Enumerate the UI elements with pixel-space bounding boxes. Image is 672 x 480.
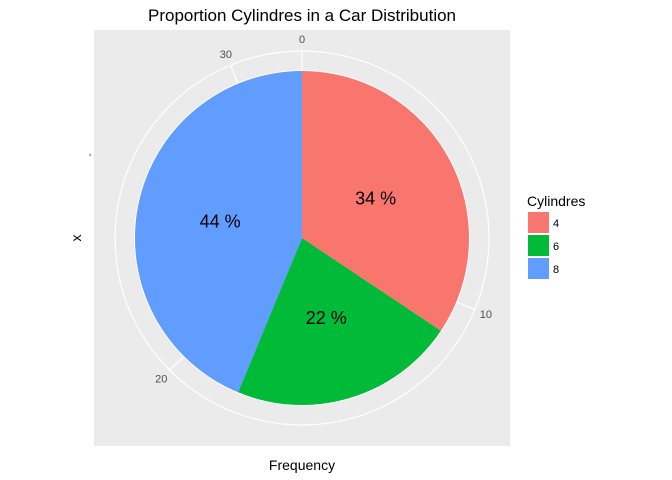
legend: Cylindres 4 6 8: [527, 193, 585, 279]
slice-labels: 34 % 22 % 44 %: [200, 189, 397, 328]
legend-label-8: 8: [553, 264, 559, 276]
radial-tick-label-10: 10: [480, 309, 492, 321]
radial-tick-label-0: 0: [299, 34, 305, 46]
radial-tick-label-30: 30: [220, 49, 232, 61]
legend-label-6: 6: [553, 241, 559, 253]
legend-key-4: [528, 212, 549, 233]
legend-key-8: [528, 258, 549, 279]
slice-label-4: 34 %: [355, 189, 396, 209]
y-axis-tick-label: -: [84, 153, 96, 157]
slice-label-6: 22 %: [306, 308, 347, 328]
pie-slice-4: [302, 71, 470, 331]
legend-label-4: 4: [553, 218, 559, 230]
radial-tick-label-20: 20: [155, 374, 167, 386]
radial-ticks: 0 10 20 30: [155, 34, 492, 386]
legend-title: Cylindres: [527, 193, 585, 209]
x-axis-title: Frequency: [269, 457, 335, 473]
chart-title: Proportion Cylindres in a Car Distributi…: [148, 6, 456, 25]
y-axis-title: x: [68, 235, 84, 242]
pie-slice-6: [238, 238, 441, 405]
pie-slices: [134, 71, 470, 405]
legend-key-6: [528, 235, 549, 256]
legend-items: 4 6 8: [528, 212, 559, 279]
pie-slice-8: [134, 71, 302, 393]
slice-label-8: 44 %: [200, 212, 241, 232]
